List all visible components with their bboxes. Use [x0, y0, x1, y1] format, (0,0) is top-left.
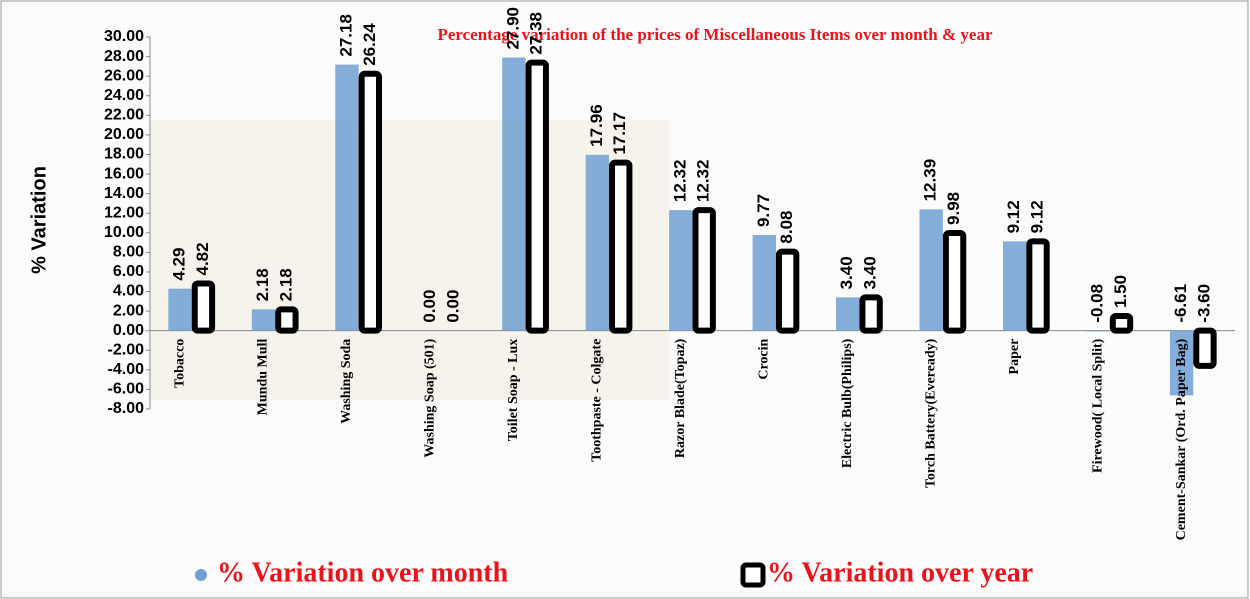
bar	[191, 280, 216, 334]
value-label: 8.08	[777, 210, 796, 243]
value-label: -6.61	[1171, 284, 1190, 323]
bar	[752, 235, 776, 331]
y-tick-label: -4.00	[108, 361, 145, 378]
bar	[775, 248, 800, 334]
y-tick-label: 4.00	[113, 283, 144, 300]
x-tick-label: Washing Soda	[339, 339, 354, 424]
value-label: 9.77	[754, 194, 773, 227]
y-tick-label: 30.00	[104, 28, 144, 45]
value-label: 27.90	[503, 7, 522, 50]
bar	[525, 59, 549, 334]
x-tick-label: Mundu Mull	[256, 339, 271, 416]
value-label: 0.00	[420, 290, 439, 323]
x-tick-label: Razor Blade(Topaz)	[673, 338, 688, 458]
value-label: 26.24	[360, 23, 379, 66]
bar	[859, 294, 883, 334]
y-tick-label: -6.00	[108, 381, 145, 398]
bar	[836, 297, 860, 331]
bar	[358, 70, 383, 334]
bar	[609, 159, 633, 334]
y-tick-label: 10.00	[104, 224, 144, 241]
bar	[168, 288, 192, 331]
legend-marker	[740, 562, 766, 588]
bar	[275, 306, 299, 334]
value-label: 4.82	[193, 242, 212, 275]
x-tick-label: Electric Bulb(Philips)	[840, 338, 855, 468]
value-label: 12.32	[670, 160, 689, 203]
bar	[335, 64, 359, 331]
value-label: 3.40	[837, 256, 856, 289]
value-label: -3.60	[1194, 284, 1213, 323]
x-tick-label: Washing Soap (501)	[423, 338, 438, 457]
y-tick-label: 18.00	[104, 146, 144, 163]
value-label: 0.00	[443, 290, 462, 323]
bar	[1026, 238, 1050, 334]
bar	[251, 309, 276, 331]
bar	[1169, 330, 1194, 396]
x-tick-label: Tobacco	[172, 339, 187, 388]
value-label: 1.50	[1111, 275, 1130, 308]
y-tick-label: 8.00	[113, 244, 144, 261]
value-label: 9.12	[1028, 200, 1047, 233]
value-label: 4.29	[170, 248, 189, 281]
chart-title: Percentage variation of the prices of Mi…	[437, 25, 993, 44]
bar	[502, 57, 526, 331]
x-tick-label: Toothpaste - Colgate	[590, 339, 605, 462]
y-tick-label: 14.00	[104, 185, 144, 202]
x-tick-label: Toilet Soap - Lux	[506, 339, 521, 442]
bar	[919, 209, 943, 331]
value-label: 17.17	[610, 112, 629, 155]
y-tick-label: 6.00	[113, 263, 144, 280]
x-tick-label: Cement-Sankar (Ord. Paper Bag)	[1174, 338, 1189, 540]
legend-label: % Variation over year	[767, 557, 1033, 588]
y-tick-label: 24.00	[104, 87, 144, 104]
x-tick-label: Firewood( Local Split)	[1090, 338, 1105, 473]
y-tick-label: 20.00	[104, 126, 144, 143]
value-label: 9.98	[944, 192, 963, 225]
bar	[1109, 313, 1134, 334]
value-label: 12.32	[694, 160, 713, 203]
y-tick-label: -2.00	[108, 341, 145, 358]
value-label: 2.18	[253, 268, 272, 301]
bar	[692, 207, 716, 334]
y-tick-label: 12.00	[104, 204, 144, 221]
value-label: 2.18	[276, 268, 295, 301]
value-label: 27.38	[527, 12, 546, 55]
legend-marker	[195, 569, 207, 581]
y-tick-label: 26.00	[104, 67, 144, 84]
y-tick-label: 16.00	[104, 165, 144, 182]
value-label: 3.40	[861, 256, 880, 289]
y-axis-label: % Variation	[28, 166, 50, 274]
legend-label: % Variation over month	[217, 557, 509, 588]
bar	[942, 229, 967, 334]
x-tick-label: Paper	[1007, 339, 1022, 375]
background-art	[150, 120, 670, 400]
y-tick-label: 22.00	[104, 107, 144, 124]
value-label: 12.39	[921, 159, 940, 202]
y-tick-label: 2.00	[113, 302, 144, 319]
y-tick-label: 0.00	[113, 322, 144, 339]
bar	[1193, 327, 1217, 369]
value-label: 17.96	[587, 104, 606, 147]
x-tick-label: Torch Battery(Eveready)	[923, 338, 938, 488]
bar	[1086, 330, 1110, 332]
value-label: 9.12	[1004, 200, 1023, 233]
y-tick-label: 28.00	[104, 48, 144, 65]
value-label: -0.08	[1088, 284, 1107, 323]
value-label: 27.18	[336, 14, 355, 57]
bar	[1002, 241, 1027, 331]
bar	[669, 210, 693, 331]
x-tick-label: Crocin	[756, 338, 771, 379]
bar	[585, 154, 610, 331]
y-tick-label: -8.00	[108, 400, 145, 417]
